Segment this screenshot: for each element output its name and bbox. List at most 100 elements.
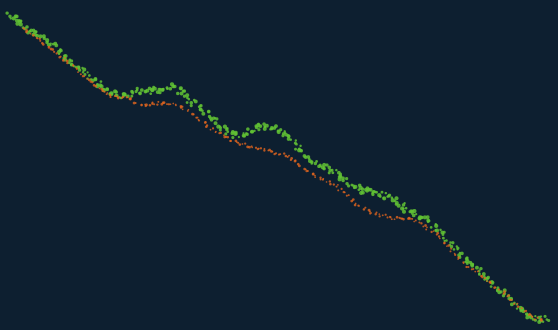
data-point — [462, 261, 465, 264]
data-point — [289, 158, 292, 162]
data-point — [497, 290, 502, 295]
data-point — [167, 103, 171, 106]
data-point — [47, 45, 50, 48]
data-point — [270, 126, 274, 130]
data-point — [138, 91, 141, 95]
data-point — [485, 280, 488, 282]
data-point — [98, 87, 101, 90]
data-point — [148, 103, 152, 107]
data-point — [223, 134, 225, 137]
data-point — [536, 316, 539, 319]
data-point — [41, 41, 44, 45]
data-point — [477, 273, 481, 276]
data-point — [46, 40, 49, 44]
data-point — [359, 190, 364, 196]
data-point — [38, 34, 43, 39]
data-point — [395, 200, 399, 205]
data-point — [430, 230, 433, 234]
data-point — [219, 126, 223, 130]
data-point — [475, 265, 479, 270]
data-point — [516, 305, 520, 308]
data-point — [507, 294, 511, 297]
data-point — [426, 220, 430, 223]
data-point — [443, 239, 446, 243]
data-point — [446, 245, 448, 248]
data-point — [420, 222, 423, 225]
data-point — [398, 216, 401, 219]
data-point — [297, 148, 302, 153]
data-point — [155, 90, 160, 95]
data-point — [215, 117, 219, 121]
data-point — [143, 89, 148, 94]
data-point — [91, 81, 94, 84]
data-point — [234, 132, 238, 136]
data-point — [465, 265, 468, 269]
data-point — [99, 84, 104, 89]
data-point — [246, 127, 250, 131]
data-point — [497, 288, 500, 291]
data-point — [295, 142, 298, 146]
data-point — [452, 248, 456, 251]
data-point — [250, 145, 253, 148]
data-point — [393, 218, 396, 221]
data-point — [380, 190, 384, 194]
data-point — [244, 132, 248, 136]
data-point — [440, 230, 445, 235]
data-point — [336, 183, 339, 186]
data-point — [176, 91, 180, 96]
data-point — [306, 170, 309, 173]
data-point — [457, 256, 460, 259]
series-2 — [22, 27, 543, 322]
data-point — [364, 206, 367, 209]
data-point — [231, 135, 235, 140]
data-point — [187, 97, 191, 101]
data-point — [262, 126, 267, 131]
data-point — [46, 42, 51, 47]
data-point — [8, 14, 12, 18]
data-point — [166, 103, 169, 106]
data-point — [145, 103, 148, 107]
data-point — [411, 217, 414, 220]
data-point — [360, 187, 365, 191]
data-point — [283, 131, 287, 135]
data-point — [449, 250, 452, 253]
data-point — [225, 135, 228, 139]
data-point — [199, 104, 202, 108]
data-point — [371, 192, 374, 195]
data-point — [328, 180, 332, 183]
data-point — [345, 177, 349, 181]
data-point — [335, 168, 338, 172]
data-point — [327, 165, 332, 170]
data-point — [122, 92, 127, 97]
data-point — [479, 266, 483, 271]
data-point — [99, 80, 103, 83]
data-point — [352, 186, 356, 190]
data-point — [192, 98, 196, 102]
data-point — [411, 213, 416, 218]
data-point — [157, 100, 160, 103]
data-point — [218, 128, 222, 132]
data-point — [181, 108, 184, 111]
data-point — [314, 174, 316, 177]
data-point — [294, 139, 298, 142]
data-point — [315, 159, 318, 163]
data-point — [207, 110, 210, 114]
data-point — [537, 320, 542, 324]
data-point — [140, 103, 143, 107]
data-point — [470, 268, 473, 271]
data-point — [353, 203, 357, 207]
data-point — [248, 145, 251, 149]
data-point — [341, 176, 345, 180]
data-point — [249, 130, 254, 134]
data-point — [429, 226, 433, 229]
data-point — [490, 280, 495, 285]
data-point — [347, 184, 351, 188]
data-point — [86, 71, 89, 74]
data-point — [325, 181, 328, 183]
data-point — [422, 225, 425, 228]
data-point — [365, 188, 369, 193]
data-point — [418, 221, 421, 224]
data-point — [241, 143, 244, 145]
data-point — [76, 65, 81, 69]
